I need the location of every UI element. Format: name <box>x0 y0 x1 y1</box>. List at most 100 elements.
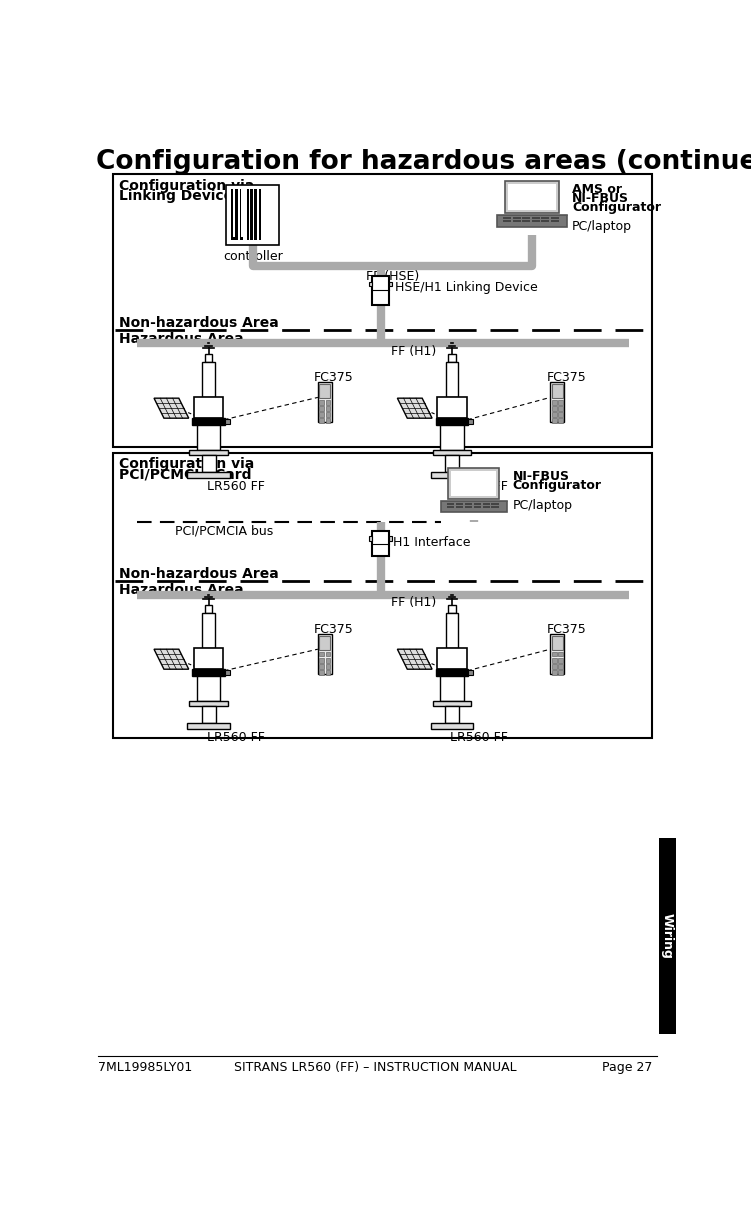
Bar <box>552 400 556 404</box>
Bar <box>113 174 652 448</box>
Text: Configurator: Configurator <box>512 479 602 492</box>
Text: FF (H1): FF (H1) <box>391 345 437 358</box>
Text: Configurator: Configurator <box>572 202 661 214</box>
Bar <box>433 701 472 706</box>
Bar <box>189 450 228 455</box>
Bar <box>326 670 330 675</box>
Text: HSE/H1 Linking Device: HSE/H1 Linking Device <box>394 281 537 293</box>
Bar <box>456 503 463 505</box>
Bar <box>441 501 507 512</box>
Text: PCI/PCMCIA Card: PCI/PCMCIA Card <box>119 467 252 482</box>
Bar <box>558 658 562 663</box>
Bar <box>231 189 234 240</box>
Text: PC/laptop: PC/laptop <box>572 220 632 233</box>
Bar <box>436 669 468 676</box>
Bar <box>326 407 330 410</box>
Bar <box>468 419 473 425</box>
Text: Configuration via: Configuration via <box>119 179 255 193</box>
Text: Non-hazardous Area: Non-hazardous Area <box>119 316 279 330</box>
Bar <box>326 400 330 404</box>
Text: FC375: FC375 <box>314 372 354 384</box>
Bar <box>552 664 556 669</box>
Bar <box>318 381 332 422</box>
Bar <box>319 419 324 424</box>
Bar <box>372 275 389 305</box>
Bar <box>250 189 253 240</box>
Bar <box>552 636 562 651</box>
Text: Hazardous Area: Hazardous Area <box>119 332 244 346</box>
Bar <box>483 506 490 508</box>
Bar <box>389 536 392 541</box>
Bar <box>558 419 562 424</box>
Text: 7ML19985LY01: 7ML19985LY01 <box>98 1061 192 1074</box>
Bar <box>326 652 330 657</box>
Bar <box>205 605 213 613</box>
Text: NI-FBUS: NI-FBUS <box>512 470 569 483</box>
Bar <box>201 706 216 723</box>
Bar <box>197 425 220 450</box>
Bar <box>558 652 562 657</box>
Bar <box>225 419 230 425</box>
Text: LR560 FF: LR560 FF <box>451 730 508 744</box>
Text: LR560 FF: LR560 FF <box>207 480 265 492</box>
Text: Non-hazardous Area: Non-hazardous Area <box>119 567 279 581</box>
Bar <box>259 189 261 240</box>
Text: PCI/PCMCIA bus: PCI/PCMCIA bus <box>175 525 273 537</box>
Bar <box>456 506 463 508</box>
Bar <box>326 664 330 669</box>
Bar <box>551 221 559 222</box>
Bar <box>231 238 237 240</box>
Text: H1 Interface: H1 Interface <box>393 536 471 549</box>
Polygon shape <box>397 649 432 669</box>
Text: LR560 FF: LR560 FF <box>451 480 508 492</box>
Bar <box>522 217 530 220</box>
Polygon shape <box>397 398 432 418</box>
Bar <box>474 503 481 505</box>
Bar <box>326 658 330 663</box>
Bar <box>319 384 330 398</box>
Bar <box>558 664 562 669</box>
Bar <box>513 217 520 220</box>
Bar <box>319 670 324 675</box>
Bar <box>505 181 559 214</box>
Bar <box>558 407 562 410</box>
Text: FF (HSE): FF (HSE) <box>366 270 419 284</box>
Bar <box>552 658 556 663</box>
Bar <box>319 407 324 410</box>
Bar <box>513 221 520 222</box>
Bar <box>319 664 324 669</box>
Bar <box>192 669 225 676</box>
Bar <box>326 413 330 416</box>
Text: Linking Device: Linking Device <box>119 188 234 203</box>
Bar <box>465 506 472 508</box>
Bar <box>440 425 463 450</box>
Bar <box>497 215 566 227</box>
Bar <box>187 723 230 729</box>
Bar <box>369 281 372 286</box>
Bar <box>202 613 215 648</box>
Bar <box>326 419 330 424</box>
Bar <box>225 670 230 676</box>
Bar <box>508 185 556 210</box>
Bar <box>319 636 330 651</box>
Bar <box>451 471 496 496</box>
Text: Wiring: Wiring <box>661 912 674 958</box>
Text: PC/laptop: PC/laptop <box>512 498 572 512</box>
Bar <box>503 217 511 220</box>
Bar <box>558 670 562 675</box>
Bar <box>474 506 481 508</box>
Bar <box>552 384 562 398</box>
Bar <box>448 355 456 362</box>
Bar <box>113 453 652 737</box>
Bar <box>465 503 472 505</box>
Bar <box>541 217 549 220</box>
Bar <box>202 362 215 397</box>
Bar <box>558 413 562 416</box>
Bar <box>255 189 258 240</box>
Bar <box>448 468 499 500</box>
Bar <box>447 506 454 508</box>
Bar <box>240 238 243 240</box>
Bar <box>552 419 556 424</box>
Bar <box>319 652 324 657</box>
Bar <box>550 381 564 422</box>
